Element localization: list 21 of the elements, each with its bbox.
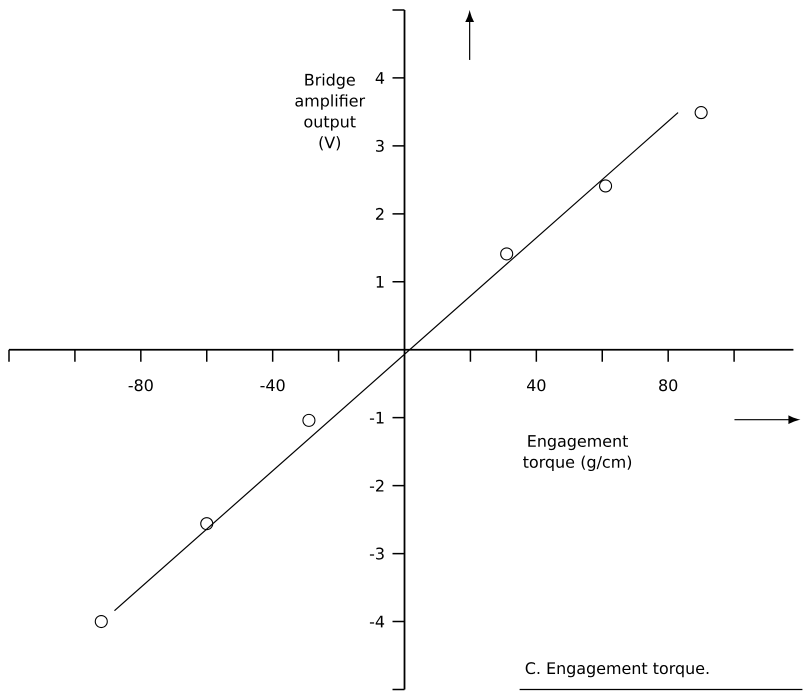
point bbox=[599, 180, 612, 193]
x-axis-title: Engagement torque (g/cm) bbox=[523, 435, 632, 472]
x-tick-label: 40 bbox=[526, 379, 546, 392]
y-tick-label: -1 bbox=[370, 412, 384, 424]
annotation: C. Engagement torque. bbox=[526, 662, 708, 678]
y-tick-label: -2 bbox=[370, 480, 384, 492]
y-tick-label: -3 bbox=[370, 548, 384, 560]
y-axis-title: Bridge amplifier output (V) bbox=[295, 74, 366, 150]
y-tick-label: 4 bbox=[376, 72, 384, 84]
point bbox=[302, 414, 316, 428]
point bbox=[500, 247, 514, 261]
y-tick-label: 3 bbox=[376, 140, 384, 152]
point bbox=[200, 517, 214, 530]
x-tick-label: -40 bbox=[260, 379, 285, 392]
point bbox=[94, 615, 108, 628]
point bbox=[694, 106, 708, 120]
x-tick-label: 80 bbox=[659, 379, 678, 392]
y-tick-label: 2 bbox=[376, 208, 384, 220]
x-tick-label: -80 bbox=[128, 379, 153, 392]
y-tick-label: 1 bbox=[376, 276, 384, 288]
y-tick-label: -4 bbox=[370, 616, 384, 628]
